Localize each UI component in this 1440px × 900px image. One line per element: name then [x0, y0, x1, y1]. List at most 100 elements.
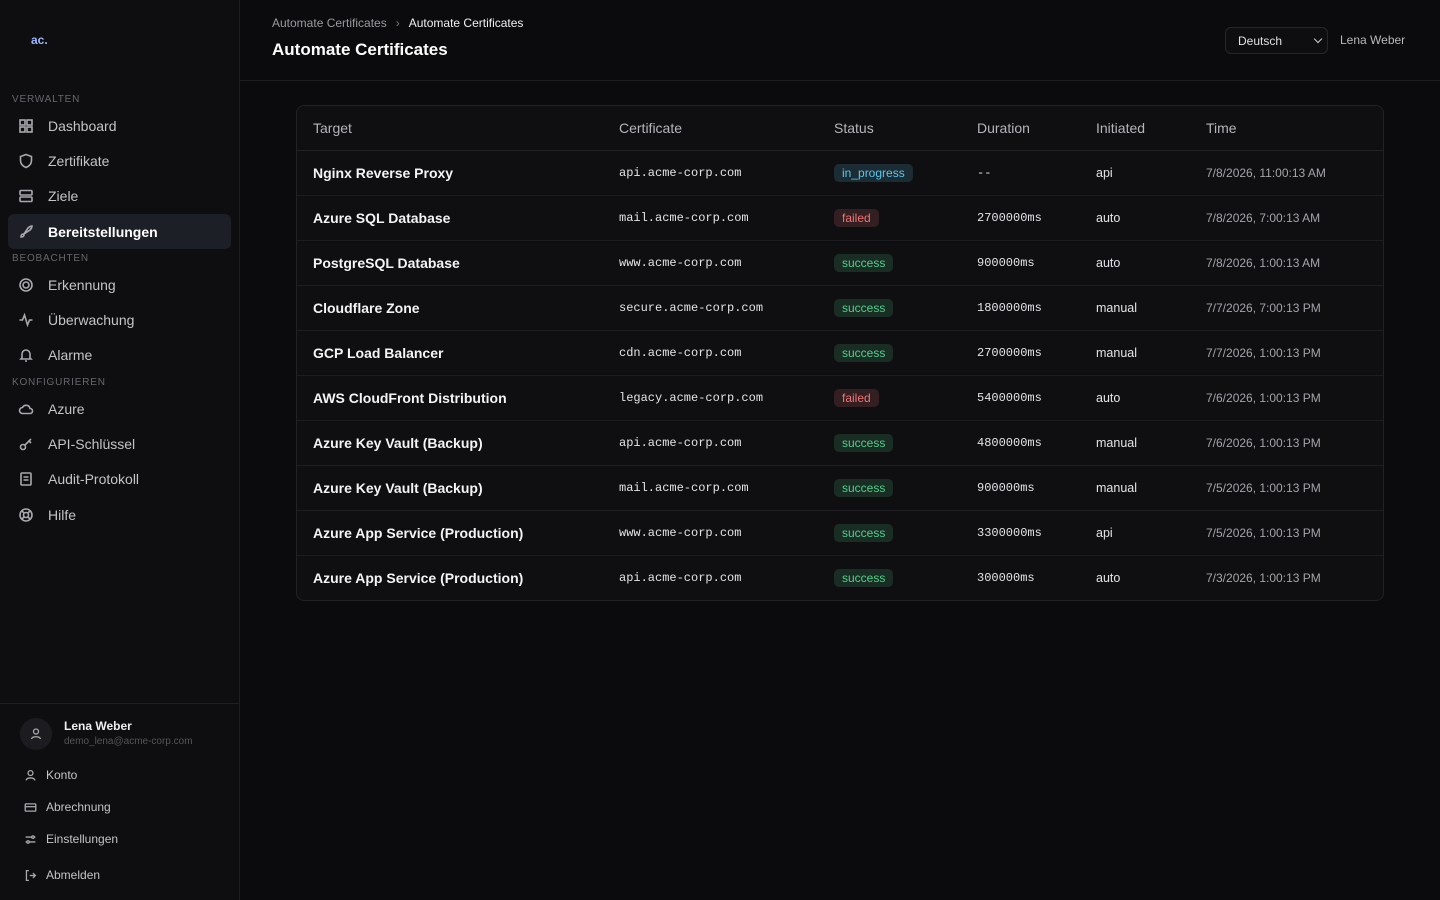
cell: manual [1095, 420, 1205, 466]
nav-icon [19, 189, 33, 203]
nav-item[interactable]: Hilfe [8, 497, 231, 532]
nav-icon [19, 438, 32, 451]
cell: 300000ms [977, 570, 1035, 585]
cell: Nginx Reverse Proxy [297, 150, 618, 196]
cell: 7/7/2026, 7:00:13 PM [1205, 285, 1383, 331]
sidebar-footer: Lena Weber demo_lena@acme-corp.com Konto… [0, 703, 239, 882]
nav-item[interactable]: Zertifikate [8, 143, 231, 178]
header: Automate Certificates › Automate Certifica… [240, 0, 1440, 81]
table-row[interactable]: Nginx Reverse Proxy api.acme-corp.com in_p… [297, 150, 1383, 196]
column-header[interactable]: Certificate [618, 106, 833, 151]
cell: GCP Load Balancer [297, 330, 618, 376]
header-row: Target Certificate Status Duration Initiated… [297, 106, 1383, 151]
section-title: VERWALTEN [12, 94, 81, 105]
menu-item[interactable]: Abrechnung [24, 800, 111, 814]
section-title: BEOBACHTEN [12, 253, 89, 265]
column-header[interactable]: Time [1205, 106, 1383, 151]
cell: manual [1095, 330, 1205, 376]
table-row[interactable]: PostgreSQL Database www.acme-corp.com succ… [297, 240, 1383, 286]
nav-item[interactable]: Bereitstellungen [8, 213, 231, 250]
cell: api.acme-corp.com [618, 150, 833, 196]
logo[interactable]: ac. [31, 33, 48, 47]
menu-item[interactable]: Konto [24, 768, 77, 782]
column-header[interactable]: Duration [976, 106, 1095, 151]
table-row[interactable]: Azure SQL Database mail.acme-corp.com fail… [297, 195, 1383, 241]
cell: mail.acme-corp.com [618, 195, 833, 241]
avatar[interactable] [20, 718, 52, 750]
header-user[interactable]: Lena Weber [1340, 33, 1406, 47]
nav-item[interactable]: Dashboard [8, 108, 231, 143]
cell: 4800000ms [976, 420, 1095, 466]
cell: 5400000ms [976, 375, 1095, 421]
cell: Azure App Service (Production) [313, 569, 524, 586]
cell: 7/6/2026, 1:00:13 PM [1205, 375, 1383, 421]
nav-item[interactable]: Ziele [8, 179, 231, 214]
table-row[interactable]: Azure Key Vault (Backup) mail.acme-corp.c… [297, 465, 1383, 511]
nav-icon [19, 278, 33, 292]
status-badge: success [834, 478, 894, 497]
cell: api [1095, 510, 1205, 556]
cell: legacy.acme-corp.com [618, 375, 833, 421]
nav-item[interactable]: Alarme [8, 338, 231, 373]
table-row[interactable]: Azure Key Vault (Backup) api.acme-corp.co… [297, 420, 1383, 466]
cell: api.acme-corp.com [618, 420, 833, 466]
table-row[interactable]: GCP Load Balancer cdn.acme-corp.com succes… [297, 330, 1383, 376]
menu-item[interactable]: Abmelden [24, 868, 100, 882]
cell: auto [1095, 195, 1205, 241]
cell: www.acme-corp.com [618, 510, 833, 556]
table-row[interactable]: Azure App Service (Production) www.acme-c… [297, 510, 1383, 556]
cell: api [1095, 150, 1205, 196]
nav-item[interactable]: Überwachung [8, 302, 231, 337]
nav-item[interactable]: API-Schlüssel [8, 426, 231, 461]
status-badge: failed [834, 388, 879, 407]
breadcrumb-link[interactable]: Automate Certificates [272, 16, 387, 30]
cell: auto [1095, 375, 1205, 421]
nav-label: Ziele [48, 188, 79, 205]
cell: 7/5/2026, 1:00:13 PM [1205, 465, 1383, 511]
cell: cdn.acme-corp.com [618, 330, 833, 376]
language-select[interactable]: Deutsch [1225, 27, 1328, 54]
cell: manual [1095, 285, 1205, 331]
nav-label: Dashboard [48, 117, 117, 134]
nav-label: Audit-Protokoll [48, 471, 140, 488]
cell: 1800000ms [976, 285, 1095, 331]
menu-item[interactable]: Einstellungen [24, 832, 118, 846]
nav-item[interactable]: Audit-Protokoll [8, 462, 231, 497]
user-email: demo_lena@acme-corp.com [64, 736, 193, 747]
status-cell: success [833, 285, 976, 331]
menu-icon [25, 769, 36, 781]
menu-icon [25, 834, 36, 844]
column-header[interactable]: Target [297, 106, 618, 151]
table-row[interactable]: AWS CloudFront Distribution legacy.acme-c… [297, 375, 1383, 421]
table-row[interactable]: Cloudflare Zone secure.acme-corp.com succe… [297, 285, 1383, 331]
nav-icon [19, 118, 33, 133]
nav-label: Hilfe [48, 506, 77, 523]
nav-item[interactable]: Azure [8, 391, 231, 426]
nav: VERWALTEN Dashboard Zertifikate Ziele Bereit… [8, 90, 231, 532]
cell: 7/8/2026, 11:00:13 AM [1205, 150, 1383, 196]
status-cell: in_progress [833, 150, 976, 196]
table-row[interactable]: Azure App Service (Production) api.acme-c… [297, 555, 1383, 600]
cell: Azure Key Vault (Backup) [297, 420, 618, 466]
menu-label: Einstellungen [46, 832, 119, 846]
nav-label: Bereitstellungen [48, 223, 158, 240]
cell: secure.acme-corp.com [618, 285, 833, 331]
column-header[interactable]: Initiated [1095, 106, 1205, 151]
cell: www.acme-corp.com [618, 240, 833, 286]
cell: 7/5/2026, 1:00:13 PM [1205, 510, 1383, 556]
cell: 7/8/2026, 1:00:13 AM [1205, 240, 1383, 286]
nav-icon [19, 507, 33, 522]
page-title: Automate Certificates [272, 40, 448, 59]
nav-item[interactable]: Erkennung [8, 267, 231, 302]
breadcrumb-current: Automate Certificates [408, 16, 524, 30]
status-badge: success [834, 568, 894, 587]
column-header[interactable]: Status [833, 106, 976, 151]
status-badge: success [834, 253, 894, 272]
cell: Azure App Service (Production) [297, 510, 618, 556]
cell: api.acme-corp.com [619, 570, 742, 585]
status-badge: success [834, 433, 894, 452]
status-cell: success [833, 510, 976, 556]
cell: Azure SQL Database [297, 195, 618, 241]
